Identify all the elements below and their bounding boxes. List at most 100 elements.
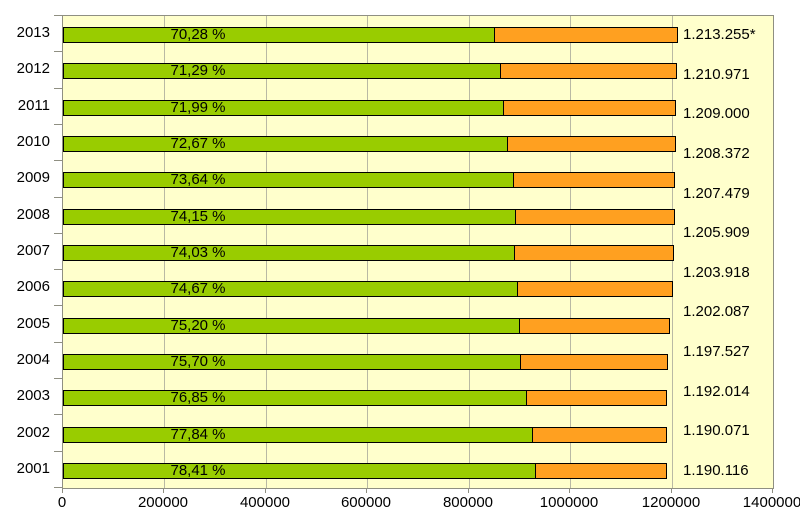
green-bar-2006 — [63, 281, 518, 297]
bar-row-2001 — [63, 463, 667, 479]
bar-row-2007 — [63, 245, 674, 261]
plot-area: 70,28 % 71,29 % 71,99 % 72,67 % 73,64 % 74,15… — [62, 15, 774, 489]
percent-label-2002: 77,84 % — [170, 426, 226, 443]
total-label-8: 1.197.527 — [683, 343, 750, 360]
green-bar-2008 — [63, 209, 516, 225]
year-label-2007: 2007 — [16, 242, 50, 259]
bar-row-2011 — [63, 100, 676, 116]
orange-bar-2008 — [515, 209, 675, 225]
orange-bar-2004 — [520, 354, 668, 370]
orange-bar-2007 — [514, 245, 674, 261]
orange-bar-2003 — [526, 390, 667, 406]
green-bar-2012 — [63, 63, 501, 79]
y-axis-tick — [54, 197, 62, 198]
x-axis-tick — [265, 488, 266, 493]
bar-row-2010 — [63, 136, 676, 152]
bar-row-2003 — [63, 390, 667, 406]
orange-bar-2006 — [517, 281, 673, 297]
total-label-9: 1.192.014 — [683, 383, 750, 400]
percent-label-2009: 73,64 % — [170, 171, 226, 188]
total-label-7: 1.202.087 — [683, 303, 750, 320]
orange-bar-2010 — [507, 136, 676, 152]
bar-row-2002 — [63, 427, 667, 443]
x-axis-label-1000000: 1000000 — [539, 494, 599, 511]
percent-label-2003: 76,85 % — [170, 389, 226, 406]
y-axis-tick — [54, 160, 62, 161]
green-bar-2002 — [63, 427, 533, 443]
green-bar-2004 — [63, 354, 521, 370]
total-label-11: 1.190.116 — [683, 462, 749, 479]
orange-bar-2002 — [532, 427, 667, 443]
orange-bar-2012 — [500, 63, 677, 79]
y-axis-tick — [54, 342, 62, 343]
orange-bar-2005 — [519, 318, 670, 334]
x-axis-tick — [772, 488, 773, 493]
year-label-2013: 2013 — [16, 24, 50, 41]
y-axis-tick — [54, 269, 62, 270]
y-axis-tick — [54, 487, 62, 488]
total-label-1: 1.210.971 — [683, 66, 750, 83]
total-label-4: 1.207.479 — [683, 185, 750, 202]
orange-bar-2011 — [503, 100, 676, 116]
x-axis-label-1200000: 1200000 — [641, 494, 701, 511]
percent-label-2010: 72,67 % — [170, 135, 226, 152]
y-axis-tick — [54, 124, 62, 125]
total-label-10: 1.190.071 — [683, 422, 750, 439]
percent-label-2008: 74,15 % — [170, 208, 226, 225]
percent-label-2007: 74,03 % — [170, 244, 226, 261]
green-bar-2005 — [63, 318, 520, 334]
x-axis-label-800000: 800000 — [442, 494, 494, 511]
x-axis-tick — [468, 488, 469, 493]
x-axis-label-600000: 600000 — [340, 494, 392, 511]
year-label-2005: 2005 — [16, 315, 50, 332]
x-axis-label-400000: 400000 — [239, 494, 291, 511]
bar-row-2013 — [63, 27, 678, 43]
x-axis-tick — [163, 488, 164, 493]
green-bar-2009 — [63, 172, 514, 188]
year-label-2004: 2004 — [16, 351, 50, 368]
x-axis-tick — [569, 488, 570, 493]
green-bar-2007 — [63, 245, 515, 261]
year-label-2009: 2009 — [16, 169, 50, 186]
year-label-2011: 2011 — [17, 97, 50, 114]
total-label-0: 1.213.255* — [683, 26, 756, 43]
bar-row-2008 — [63, 209, 675, 225]
orange-bar-2009 — [513, 172, 675, 188]
x-axis-tick — [62, 488, 63, 493]
x-axis-label-200000: 200000 — [137, 494, 189, 511]
total-label-6: 1.203.918 — [683, 264, 750, 281]
y-axis-tick — [54, 15, 62, 16]
percent-label-2005: 75,20 % — [170, 317, 226, 334]
bar-row-2012 — [63, 63, 677, 79]
year-label-2010: 2010 — [16, 133, 50, 150]
y-axis-tick — [54, 88, 62, 89]
bar-row-2009 — [63, 172, 675, 188]
year-label-2003: 2003 — [16, 387, 50, 404]
x-axis-label-0: 0 — [57, 494, 67, 511]
green-bar-2010 — [63, 136, 508, 152]
x-axis-tick — [671, 488, 672, 493]
percent-label-2004: 75,70 % — [170, 353, 226, 370]
y-axis-tick — [54, 378, 62, 379]
bar-row-2004 — [63, 354, 668, 370]
percent-label-2001: 78,41 % — [170, 462, 226, 479]
bar-row-2006 — [63, 281, 673, 297]
y-axis-tick — [54, 305, 62, 306]
percent-label-2006: 74,67 % — [170, 280, 226, 297]
green-bar-2003 — [63, 390, 527, 406]
x-axis-label-1400000: 1400000 — [742, 494, 800, 511]
percent-label-2013: 70,28 % — [170, 26, 226, 43]
total-label-5: 1.205.909 — [683, 224, 750, 241]
year-label-2006: 2006 — [16, 278, 50, 295]
y-axis-tick — [54, 51, 62, 52]
y-axis-tick — [54, 451, 62, 452]
year-label-2008: 2008 — [16, 206, 50, 223]
total-label-2: 1.209.000 — [683, 105, 750, 122]
y-axis-tick — [54, 233, 62, 234]
year-label-2001: 2001 — [16, 460, 50, 477]
x-axis-tick — [366, 488, 367, 493]
year-label-2002: 2002 — [16, 424, 50, 441]
percent-label-2012: 71,29 % — [170, 62, 226, 79]
green-bar-2001 — [63, 463, 536, 479]
